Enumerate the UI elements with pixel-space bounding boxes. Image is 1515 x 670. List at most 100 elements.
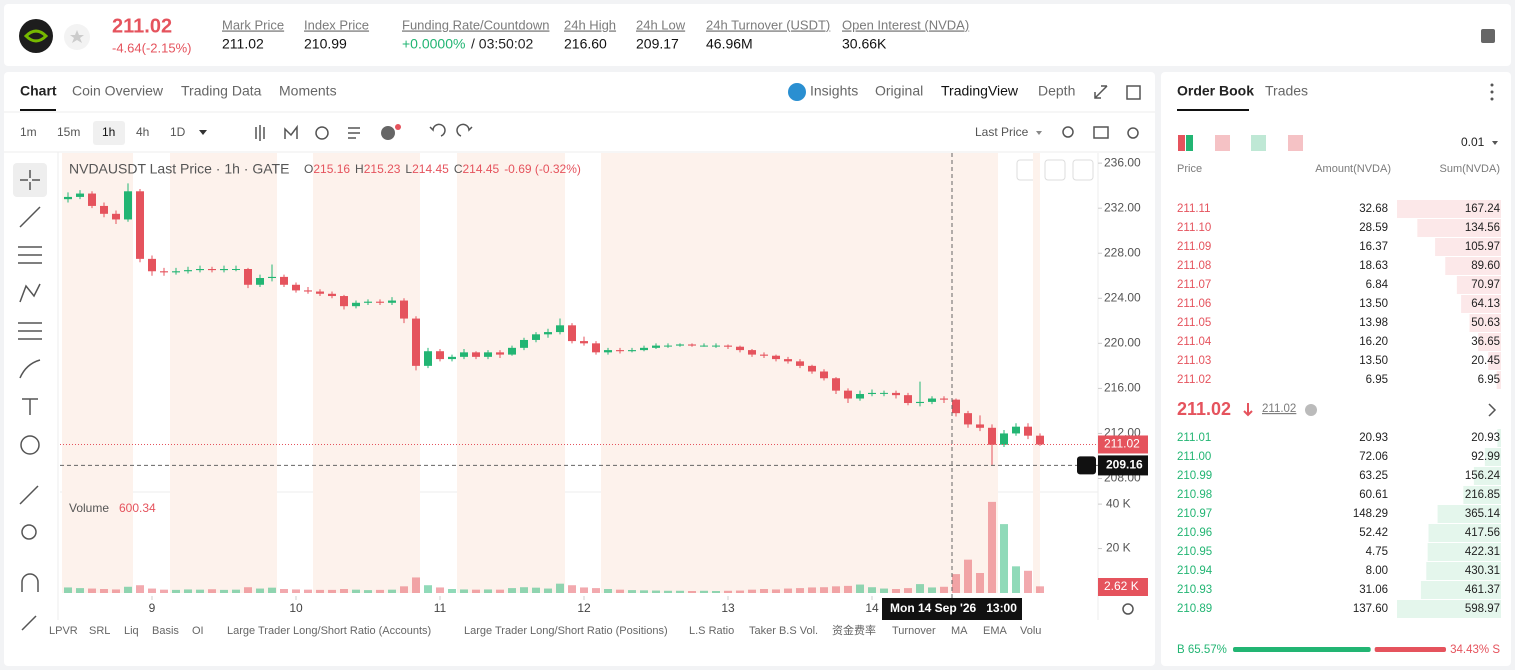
book-price[interactable]: 211.01: [1177, 432, 1211, 444]
camera-icon[interactable]: [1093, 126, 1109, 139]
book-price[interactable]: 210.95: [1177, 546, 1212, 558]
book-sum: 430.31: [1465, 565, 1500, 577]
view-tab[interactable]: Insights: [810, 83, 858, 99]
more-dot[interactable]: [1490, 90, 1494, 94]
crosshair-tool[interactable]: [20, 170, 40, 190]
stat-value: 216.60: [564, 36, 607, 52]
book-price[interactable]: 210.94: [1177, 565, 1213, 577]
interval[interactable]: 1D: [170, 125, 186, 139]
book-price[interactable]: 211.06: [1177, 298, 1211, 310]
volume-bar: [952, 574, 960, 593]
text-tool[interactable]: [22, 398, 38, 415]
book-price[interactable]: 210.97: [1177, 508, 1212, 520]
book-price[interactable]: 211.05: [1177, 317, 1211, 329]
tab[interactable]: Trading Data: [181, 83, 262, 99]
collapse-button[interactable]: [1044, 159, 1066, 181]
axis-settings-icon[interactable]: [1122, 603, 1134, 615]
more-chevron[interactable]: [1488, 403, 1497, 417]
view-asks-icon[interactable]: [1215, 135, 1230, 151]
indicator-tab[interactable]: L.S Ratio: [689, 625, 734, 637]
book-price[interactable]: 211.00: [1177, 451, 1211, 463]
book-price[interactable]: 211.11: [1177, 203, 1210, 215]
replay-icon[interactable]: [315, 126, 329, 140]
magnet-tool[interactable]: [21, 573, 39, 592]
candle-type-icon[interactable]: [255, 125, 265, 141]
precision-select[interactable]: 0.01: [1461, 135, 1485, 149]
indicator-tab[interactable]: Taker B.S Vol.: [749, 625, 818, 637]
book-price[interactable]: 211.09: [1177, 241, 1211, 253]
book-price[interactable]: 210.93: [1177, 584, 1212, 596]
volume-bar: [604, 589, 612, 593]
orderbook-tab[interactable]: Order Book: [1177, 83, 1254, 99]
book-price[interactable]: 211.04: [1177, 336, 1212, 348]
x-tick-label: 11: [434, 601, 447, 615]
book-price[interactable]: 210.98: [1177, 489, 1212, 501]
indicator-tab[interactable]: Turnover: [892, 625, 936, 637]
undo-icon[interactable]: [429, 123, 446, 137]
interval[interactable]: 4h: [136, 125, 149, 139]
view-tab[interactable]: Depth: [1038, 83, 1075, 99]
indicator-tab[interactable]: SRL: [89, 625, 110, 637]
swap-button[interactable]: [1072, 159, 1094, 181]
book-price[interactable]: 211.07: [1177, 279, 1211, 291]
indicator-tab[interactable]: EMA: [983, 625, 1008, 637]
indicator-tab[interactable]: MA: [951, 625, 968, 637]
add-icon[interactable]: [381, 126, 395, 140]
interval[interactable]: 1m: [20, 125, 37, 139]
volume-bar: [208, 589, 216, 593]
view-bids-icon[interactable]: [1251, 135, 1266, 151]
pattern-tool[interactable]: [19, 283, 41, 303]
view-tab[interactable]: Original: [875, 83, 923, 99]
trendline-tool[interactable]: [19, 206, 41, 228]
indicator-tab[interactable]: LPVR: [49, 625, 78, 637]
emoji-tool[interactable]: [20, 435, 40, 455]
more-dot[interactable]: [1490, 83, 1494, 87]
zoom-tool[interactable]: [21, 524, 37, 540]
redo-icon[interactable]: [456, 123, 473, 137]
trades-tab[interactable]: Trades: [1265, 83, 1308, 99]
book-price[interactable]: 211.10: [1177, 222, 1211, 234]
book-sum: 422.31: [1465, 546, 1500, 558]
edit-tool[interactable]: [21, 615, 37, 631]
indicator-tab[interactable]: Large Trader Long/Short Ratio (Positions…: [464, 625, 668, 637]
prediction-tool[interactable]: [18, 322, 42, 340]
tab[interactable]: Moments: [279, 83, 337, 99]
indicators-icon[interactable]: [284, 124, 298, 139]
book-price[interactable]: 210.89: [1177, 603, 1212, 615]
book-price[interactable]: 211.02: [1177, 374, 1211, 386]
settings-icon[interactable]: [1127, 127, 1139, 139]
template-icon[interactable]: [348, 127, 360, 139]
view-alt-icon[interactable]: [1288, 135, 1303, 151]
ruler-tool[interactable]: [19, 485, 39, 505]
volume-bar: [1012, 566, 1020, 593]
candle-body: [616, 350, 624, 352]
crosshair-add-button[interactable]: [1077, 456, 1096, 475]
book-price[interactable]: 211.08: [1177, 260, 1211, 272]
brush-tool[interactable]: [19, 359, 41, 379]
fib-tool[interactable]: [18, 246, 42, 264]
candle-body: [928, 398, 936, 402]
indicator-tab[interactable]: Volu: [1020, 625, 1041, 637]
book-price[interactable]: 211.03: [1177, 355, 1211, 367]
view-both-icon[interactable]: [1178, 135, 1185, 151]
price-type-select[interactable]: Last Price: [975, 125, 1029, 139]
indicator-tab[interactable]: Liq: [124, 625, 139, 637]
book-price[interactable]: 210.99: [1177, 470, 1212, 482]
mark-info-icon[interactable]: [1305, 404, 1317, 416]
view-tab[interactable]: TradingView: [941, 83, 1019, 99]
search-icon[interactable]: [1062, 126, 1074, 138]
indicator-tab[interactable]: Basis: [152, 625, 179, 637]
layout-icon[interactable]: [1126, 85, 1141, 100]
interval[interactable]: 15m: [57, 125, 80, 139]
notes-icon[interactable]: [1481, 29, 1495, 43]
indicator-tab[interactable]: OI: [192, 625, 204, 637]
interval[interactable]: 1h: [102, 125, 115, 139]
volume-bar: [136, 585, 144, 593]
tab[interactable]: Chart: [20, 83, 57, 99]
indicator-tab[interactable]: 资金费率: [832, 623, 876, 637]
indicator-tab[interactable]: Large Trader Long/Short Ratio (Accounts): [227, 625, 431, 637]
more-dot[interactable]: [1490, 97, 1494, 101]
tab[interactable]: Coin Overview: [72, 83, 164, 99]
fullscreen-icon[interactable]: [1094, 85, 1108, 99]
book-price[interactable]: 210.96: [1177, 527, 1212, 539]
